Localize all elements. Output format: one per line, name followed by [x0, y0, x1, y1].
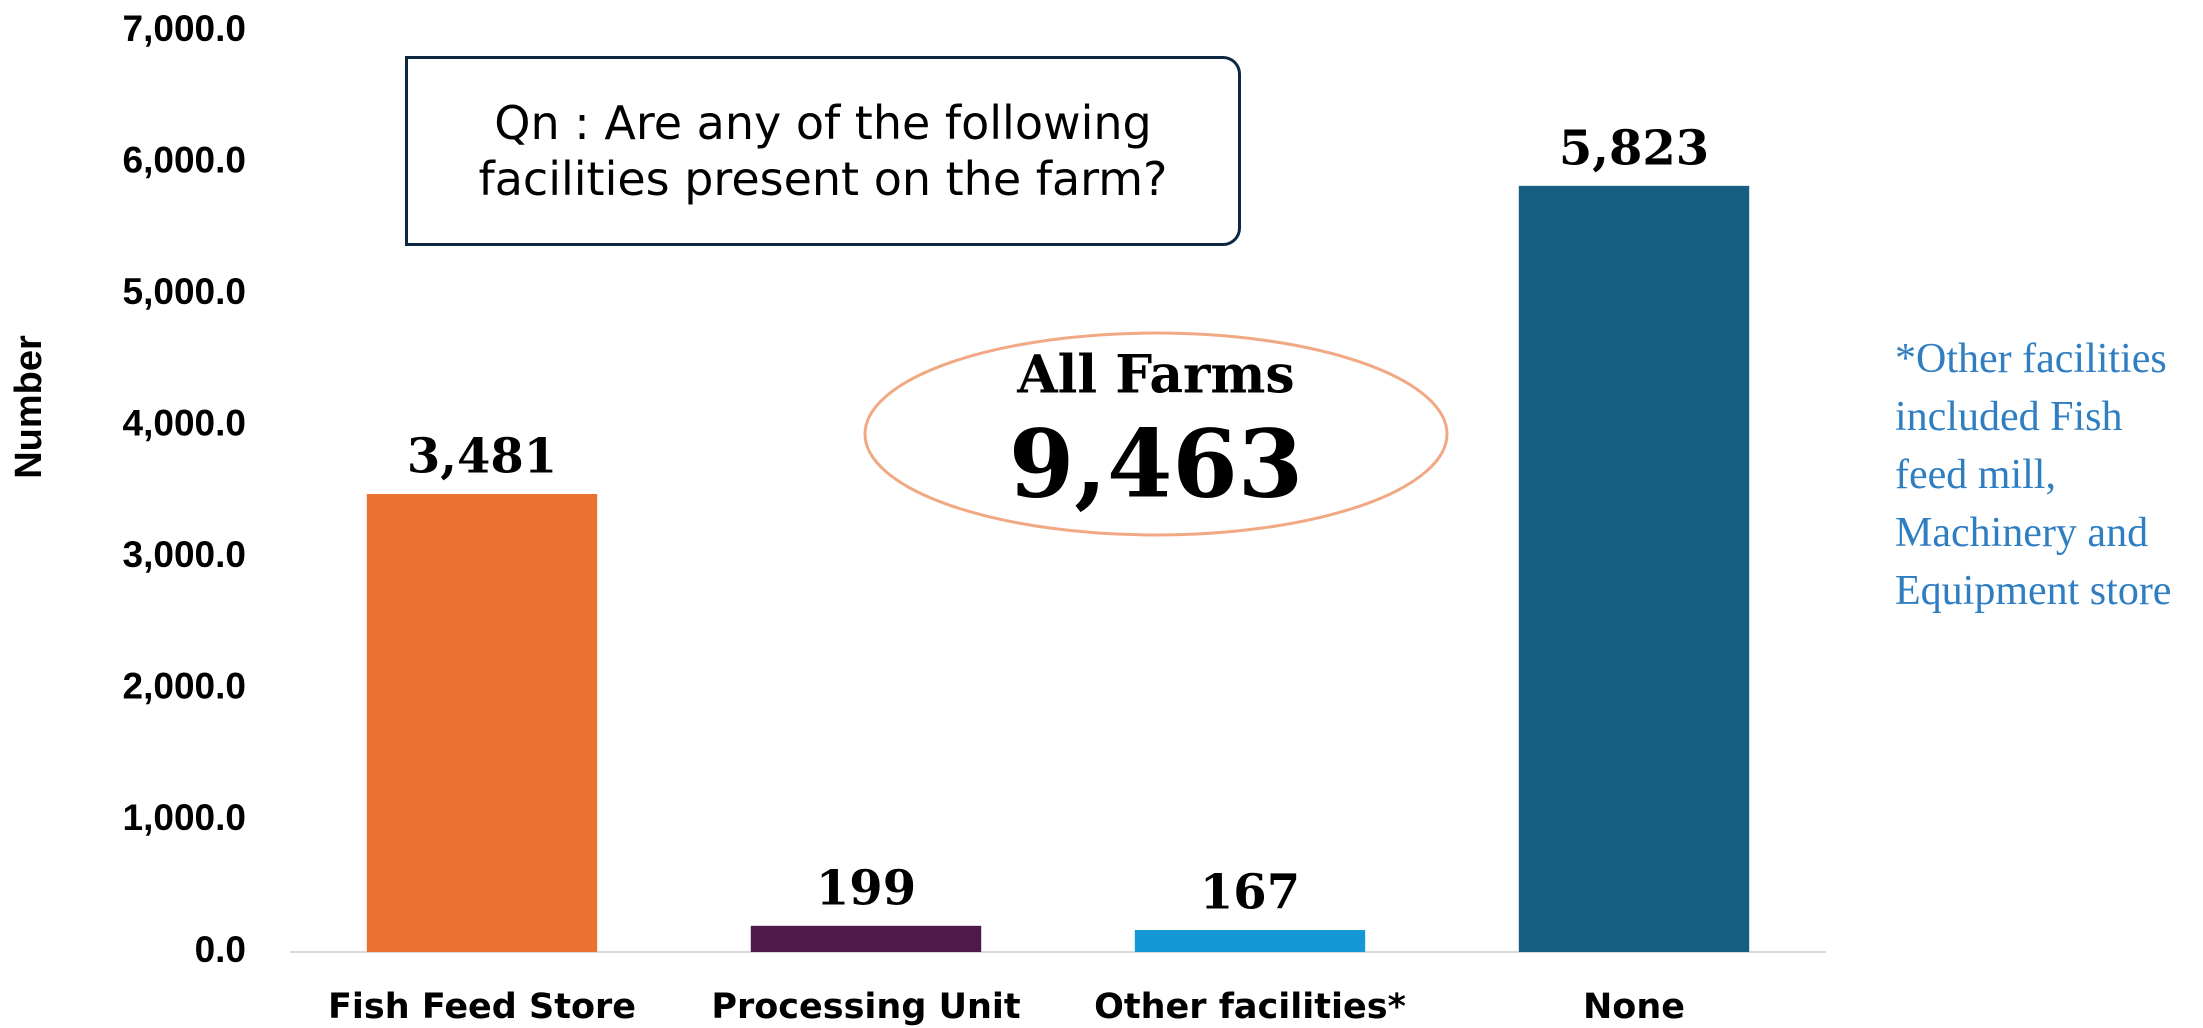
value-label: 3,481 [407, 428, 557, 484]
total-value: 9,463 [1009, 409, 1303, 519]
y-tick-label: 3,000.0 [123, 534, 246, 575]
x-tick-label: Fish Feed Store [328, 987, 636, 1027]
y-tick-label: 1,000.0 [123, 797, 246, 838]
y-tick-label: 4,000.0 [123, 402, 246, 443]
x-tick-label: Processing Unit [711, 987, 1020, 1027]
bar [1134, 930, 1366, 952]
footnote: *Other facilities included Fish feed mil… [1895, 336, 2172, 614]
value-label: 5,823 [1559, 120, 1709, 176]
value-label: 167 [1200, 865, 1300, 921]
question-box: Qn : Are any of the following facilities… [405, 56, 1241, 246]
x-tick-label: None [1583, 987, 1685, 1027]
value-label: 199 [816, 860, 916, 916]
y-axis-label: Number [8, 335, 50, 479]
y-tick-label: 6,000.0 [123, 139, 246, 180]
y-tick-label: 0.0 [195, 929, 246, 970]
bar [750, 925, 982, 952]
y-tick-label: 2,000.0 [123, 666, 246, 707]
total-label: All Farms [1016, 345, 1294, 406]
y-tick-label: 7,000.0 [123, 8, 246, 49]
total-ellipse [863, 331, 1449, 537]
bar [366, 493, 598, 952]
y-tick-label: 5,000.0 [123, 271, 246, 312]
bar [1518, 185, 1750, 953]
x-tick-label: Other facilities* [1094, 987, 1406, 1027]
